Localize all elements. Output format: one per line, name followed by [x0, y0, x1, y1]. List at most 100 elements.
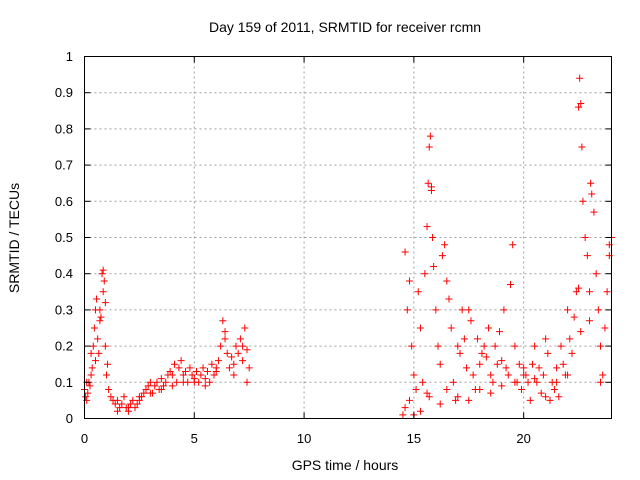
data-point: [201, 382, 209, 390]
data-point: [504, 371, 512, 379]
data-point: [99, 288, 107, 296]
data-point: [491, 342, 499, 350]
data-point: [146, 389, 154, 397]
data-point: [212, 367, 220, 375]
y-tick-labels: 0 0.1 0.2 0.3 0.4 0.5 0.6 0.7 0.8 0.9 1: [55, 49, 73, 426]
data-point: [129, 396, 137, 404]
data-point: [160, 382, 168, 390]
data-point: [509, 241, 517, 249]
data-point: [96, 306, 104, 314]
data-point: [111, 400, 119, 408]
data-point: [454, 342, 462, 350]
y-tick-label: 0.1: [55, 375, 73, 390]
data-point: [101, 299, 109, 307]
data-point: [469, 371, 477, 379]
data-point: [520, 371, 528, 379]
data-point: [581, 234, 589, 241]
data-point: [577, 100, 585, 108]
data-point: [219, 317, 227, 325]
data-point: [430, 262, 438, 270]
data-point: [107, 393, 115, 401]
data-point: [96, 317, 104, 325]
data-point: [515, 360, 523, 368]
data-point: [487, 389, 495, 397]
data-point: [531, 342, 539, 350]
data-point: [564, 371, 572, 379]
data-point: [186, 364, 194, 372]
data-point: [82, 393, 90, 401]
data-point: [408, 342, 416, 350]
axis-ticks: [84, 56, 612, 419]
y-tick-label: 0.4: [55, 266, 73, 281]
data-point: [603, 288, 611, 296]
data-point: [583, 252, 591, 260]
data-point: [590, 208, 598, 216]
data-point: [412, 386, 420, 394]
data-point: [124, 404, 132, 412]
data-point: [550, 386, 558, 394]
data-point: [190, 378, 198, 386]
data-point: [535, 364, 543, 372]
data-point: [429, 234, 437, 241]
y-tick-label: 0.8: [55, 121, 73, 136]
data-point: [179, 378, 187, 386]
data-point: [113, 396, 121, 404]
data-point: [91, 357, 99, 365]
y-tick-label: 0.6: [55, 194, 73, 209]
data-point: [142, 386, 150, 394]
data-point: [452, 396, 460, 404]
data-point: [533, 378, 541, 386]
data-point: [177, 357, 185, 365]
data-point: [465, 306, 473, 314]
data-point: [401, 248, 409, 256]
data-point: [476, 386, 484, 394]
data-point: [239, 342, 247, 350]
data-point: [162, 378, 170, 386]
data-point: [206, 378, 214, 386]
data-point: [539, 371, 547, 379]
data-point: [432, 306, 440, 314]
data-point: [544, 349, 552, 357]
data-point: [221, 335, 229, 343]
data-point: [225, 364, 233, 372]
data-point: [553, 364, 561, 372]
data-point: [243, 378, 251, 386]
data-point: [578, 143, 586, 151]
data-point: [498, 357, 506, 365]
data-point: [188, 371, 196, 379]
data-point: [208, 360, 216, 368]
data-point: [171, 360, 179, 368]
data-point: [572, 288, 580, 296]
data-point: [201, 375, 209, 383]
data-point: [241, 324, 249, 332]
data-point: [416, 407, 424, 415]
data-point: [192, 367, 200, 375]
y-tick-label: 0.3: [55, 302, 73, 317]
data-point: [157, 375, 165, 383]
data-point: [89, 342, 97, 350]
data-point: [228, 353, 236, 361]
data-point: [436, 360, 444, 368]
grid: [84, 56, 612, 419]
data-point: [405, 277, 413, 285]
data-point: [478, 349, 486, 357]
data-point: [454, 393, 462, 401]
data-point: [476, 360, 484, 368]
data-point: [517, 386, 525, 394]
data-point: [104, 360, 112, 368]
data-point: [90, 324, 98, 332]
data-point: [520, 364, 528, 372]
data-point: [586, 317, 594, 325]
data-point: [131, 404, 139, 412]
data-point: [570, 313, 578, 321]
data-point: [105, 386, 113, 394]
data-point: [203, 367, 211, 375]
data-point: [592, 270, 600, 278]
data-point: [482, 353, 490, 361]
data-point: [127, 400, 135, 408]
data-point: [559, 360, 567, 368]
data-point: [537, 389, 545, 397]
data-point: [575, 103, 583, 111]
data-point: [506, 281, 514, 289]
data-point: [173, 378, 181, 386]
